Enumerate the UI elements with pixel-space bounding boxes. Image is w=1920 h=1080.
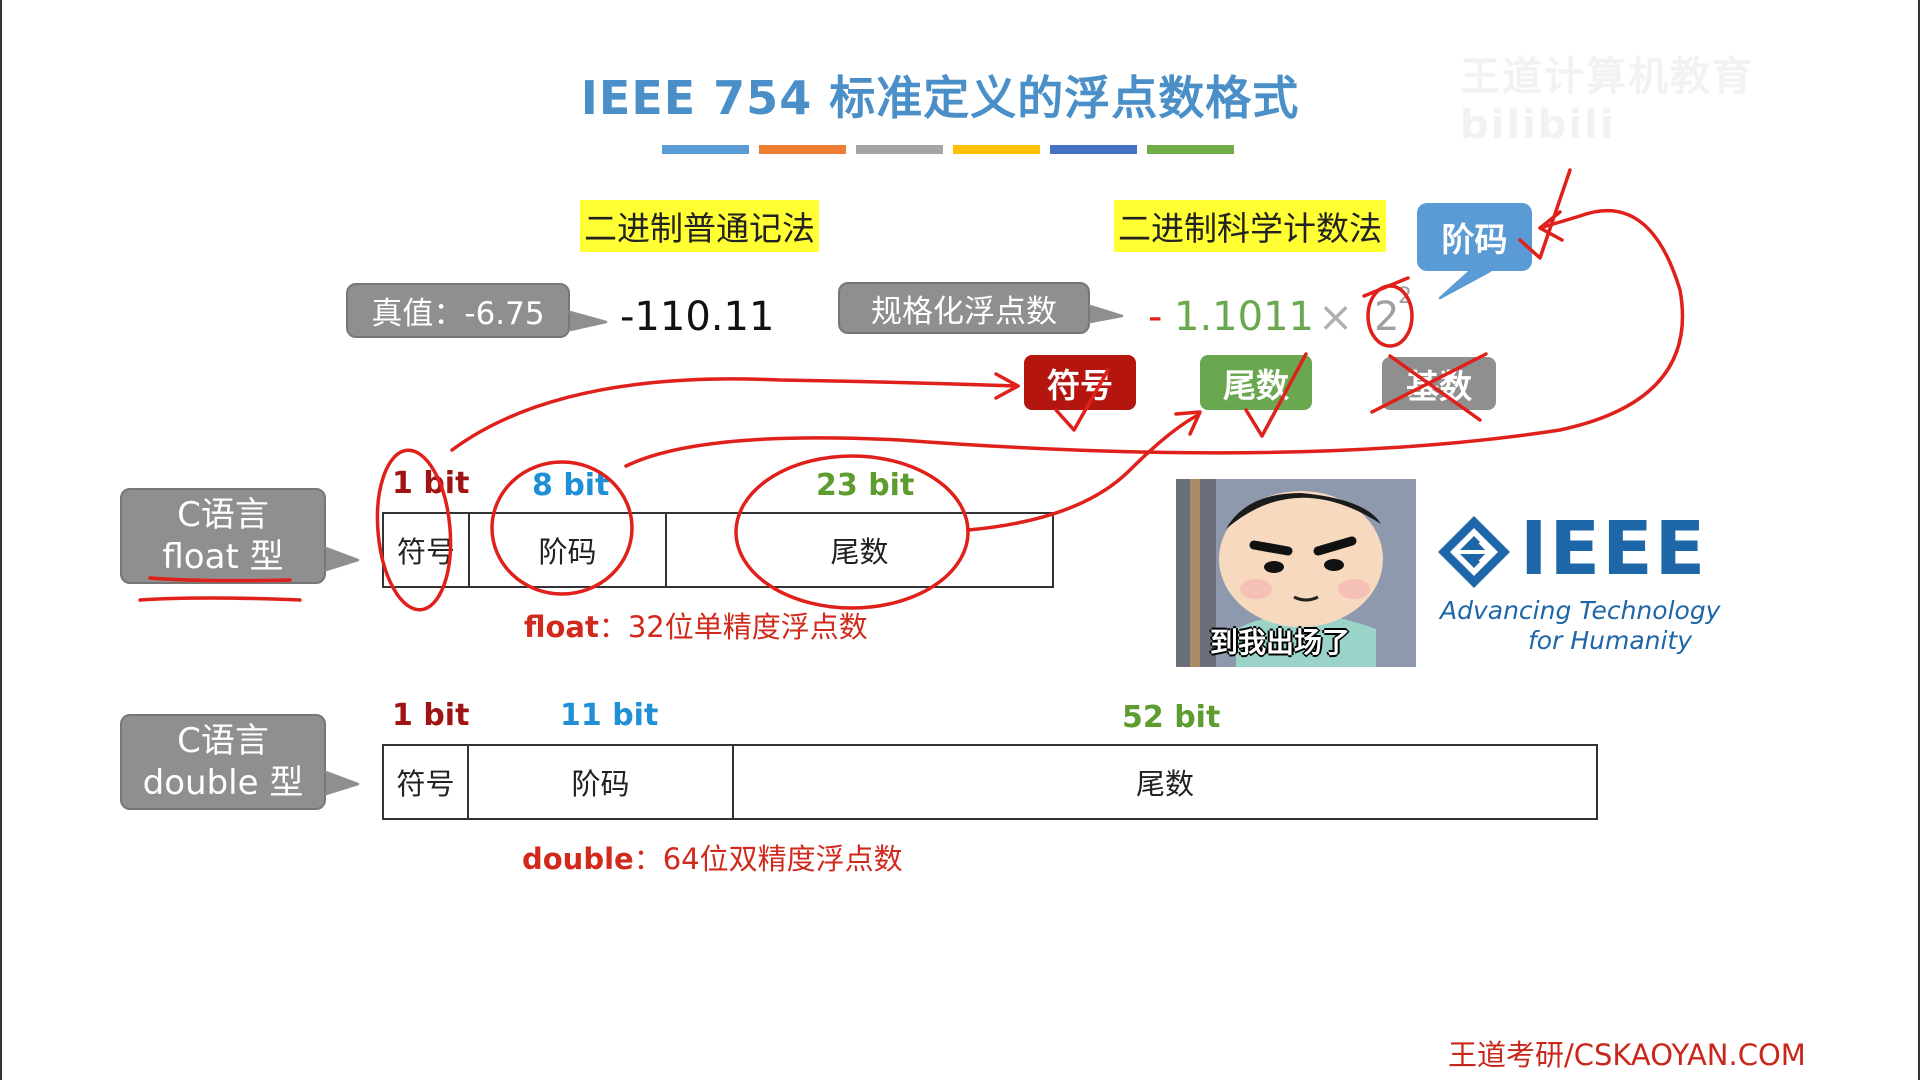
float-callout-line2: float 型	[162, 537, 284, 577]
ieee-tagline-2: for Humanity	[1528, 626, 1693, 655]
double-exponent-field: 阶码	[467, 744, 732, 820]
float-caption-keyword: float	[524, 610, 599, 644]
sign-minus: -	[1148, 294, 1163, 340]
exponent-tag-label: 阶码	[1441, 220, 1508, 259]
title-color-bar	[1147, 145, 1234, 154]
binary-value: -110.11	[620, 294, 775, 340]
normalized-callout: 规格化浮点数	[838, 282, 1090, 334]
title-color-bar	[662, 145, 749, 154]
title-color-bar	[856, 145, 943, 154]
sign-tag-label: 符号	[1047, 365, 1113, 405]
double-callout-line2: double 型	[142, 763, 304, 803]
footer-site: 王道考研/CSKAOYAN.COM	[1448, 1038, 1806, 1072]
double-sign-bits: 1 bit	[392, 698, 470, 733]
meme-caption: 到我出场了	[1210, 626, 1351, 659]
ieee-tagline-1: Advancing Technology	[1440, 596, 1721, 625]
ieee-logo-word: IEEE	[1520, 506, 1708, 592]
float-callout-line1: C语言	[177, 495, 269, 535]
float-caption: float：32位单精度浮点数	[524, 604, 868, 646]
double-mantissa-bits: 52 bit	[1122, 700, 1221, 735]
exponent-value: 2	[1398, 284, 1412, 309]
base-tag-label: 基数	[1406, 366, 1472, 406]
float-exponent-field: 阶码	[468, 512, 665, 588]
mantissa-tag: 尾数	[1200, 355, 1312, 410]
true-value-callout: 真值：-6.75	[346, 283, 570, 338]
meme-image: 到我出场了	[1176, 479, 1416, 667]
float-sign-field: 符号	[382, 512, 468, 588]
normalized-label: 规格化浮点数	[871, 293, 1057, 330]
float-sign-bits: 1 bit	[392, 466, 470, 501]
float-exponent-bits: 8 bit	[532, 468, 610, 503]
double-caption-keyword: double	[522, 842, 634, 876]
true-value-label: 真值：-6.75	[371, 296, 545, 332]
float-mantissa-bits: 23 bit	[816, 468, 915, 503]
double-caption-text: ：64位双精度浮点数	[633, 842, 903, 876]
title-color-bar	[759, 145, 846, 154]
slide-title: IEEE 754 标准定义的浮点数格式	[580, 71, 1300, 125]
double-exponent-bits: 11 bit	[560, 698, 659, 733]
float-mantissa-field: 尾数	[665, 512, 1054, 588]
double-type-callout: C语言 double 型	[120, 714, 326, 810]
exponent-tag: 阶码	[1417, 203, 1532, 271]
watermark: 王道计算机教育 bilibili	[1460, 54, 1754, 148]
mantissa-tag-label: 尾数	[1223, 365, 1289, 405]
times-sign: ×	[1318, 292, 1354, 341]
title-color-bar	[1050, 145, 1137, 154]
base-value: 2	[1374, 294, 1400, 340]
ordinary-notation-label: 二进制普通记法	[580, 200, 819, 252]
double-sign-field: 符号	[382, 744, 467, 820]
float-caption-text: ：32位单精度浮点数	[598, 610, 868, 644]
float-type-callout: C语言 float 型	[120, 488, 326, 584]
ieee-diamond-icon	[1438, 516, 1510, 588]
double-caption: double：64位双精度浮点数	[522, 836, 903, 878]
double-callout-line1: C语言	[177, 721, 269, 761]
sign-tag: 符号	[1024, 355, 1136, 410]
mantissa-value: 1.1011	[1174, 294, 1314, 340]
double-mantissa-field: 尾数	[732, 744, 1598, 820]
base-tag: 基数	[1382, 357, 1496, 410]
title-color-bar	[953, 145, 1040, 154]
scientific-notation-label: 二进制科学计数法	[1114, 200, 1386, 252]
